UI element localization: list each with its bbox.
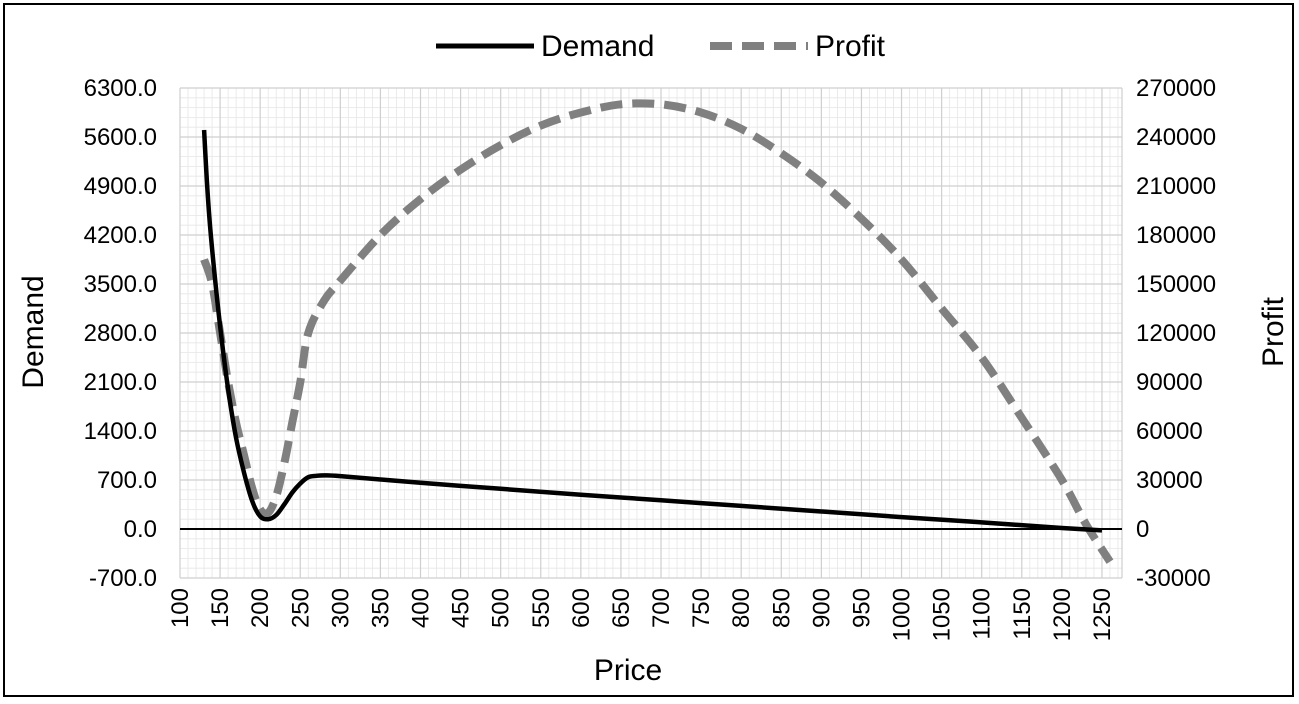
y-axis-title: Demand xyxy=(17,275,50,388)
x-tick-label: 1050 xyxy=(929,588,956,641)
y2-tick-label: 30000 xyxy=(1136,467,1203,494)
y-tick-label: 5600.0 xyxy=(84,124,157,151)
series-demand-line xyxy=(201,129,1103,533)
y2-tick-label: 120000 xyxy=(1136,320,1216,347)
x-tick-label: 1150 xyxy=(1009,588,1036,640)
x-tick-label: 300 xyxy=(327,588,354,628)
x-tick-label: 750 xyxy=(688,588,715,628)
y-tick-label: 6300.0 xyxy=(84,75,157,102)
y-tick-label: 3500.0 xyxy=(84,271,157,298)
x-axis-title: Price xyxy=(594,654,662,687)
series xyxy=(200,99,1114,564)
x-tick-label: 200 xyxy=(247,588,274,628)
y-tick-label: 1400.0 xyxy=(84,418,157,445)
y-tick-label: 2100.0 xyxy=(84,369,157,396)
x-tick-label: 100 xyxy=(167,588,194,628)
x-tick-label: 400 xyxy=(408,588,435,628)
x-tick-label: 250 xyxy=(287,588,314,628)
y2-tick-label: -30000 xyxy=(1136,565,1211,592)
legend: Demand Profit xyxy=(436,30,886,63)
x-tick-label: 350 xyxy=(367,588,394,628)
chart-frame: 100 150 200 250 300 350 400 450 500 550 600 650 700 7… xyxy=(3,3,1294,697)
y-tick-label: 700.0 xyxy=(97,467,157,494)
y2-tick-label: 150000 xyxy=(1136,271,1216,298)
x-tick-label: 900 xyxy=(808,588,835,628)
y2-axis-title: Profit xyxy=(1257,296,1290,367)
x-tick-label: 1000 xyxy=(889,588,916,641)
x-tick-label: 1250 xyxy=(1089,588,1116,641)
legend-demand-label: Demand xyxy=(541,30,654,63)
y2-tick-label: 270000 xyxy=(1136,75,1216,102)
y-tick-label: 4200.0 xyxy=(84,222,157,249)
y-tick-label: 2800.0 xyxy=(84,320,157,347)
labels: 100 150 200 250 300 350 400 450 500 550 600 650 700 7… xyxy=(84,75,1217,641)
x-tick-label: 550 xyxy=(528,588,555,628)
x-tick-label: 850 xyxy=(768,588,795,628)
y2-tick-label: 0 xyxy=(1136,516,1149,543)
y2-tick-label: 60000 xyxy=(1136,418,1203,445)
x-tick-label: 1100 xyxy=(969,588,996,640)
x-tick-label: 800 xyxy=(728,588,755,628)
y2-tick-label: 210000 xyxy=(1136,173,1216,200)
y2-tick-label: 240000 xyxy=(1136,124,1216,151)
x-tick-label: 150 xyxy=(207,588,234,628)
x-tick-label: 450 xyxy=(448,588,475,628)
y2-tick-label: 180000 xyxy=(1136,222,1216,249)
y-tick-label: -700.0 xyxy=(89,565,157,592)
y-tick-label: 4900.0 xyxy=(84,173,157,200)
y2-tick-label: 90000 xyxy=(1136,369,1203,396)
legend-profit-label: Profit xyxy=(815,30,886,63)
x-tick-label: 650 xyxy=(608,588,635,628)
grid xyxy=(179,87,1123,579)
x-tick-label: 1200 xyxy=(1049,588,1076,641)
x-tick-label: 700 xyxy=(648,588,675,628)
series-profit-line xyxy=(200,99,1114,564)
y-tick-label: 0.0 xyxy=(124,516,157,543)
x-tick-label: 500 xyxy=(488,588,515,628)
demand-profit-chart: 100 150 200 250 300 350 400 450 500 550 600 650 700 7… xyxy=(17,30,1290,687)
x-tick-label: 600 xyxy=(568,588,595,628)
x-tick-label: 950 xyxy=(848,588,875,628)
